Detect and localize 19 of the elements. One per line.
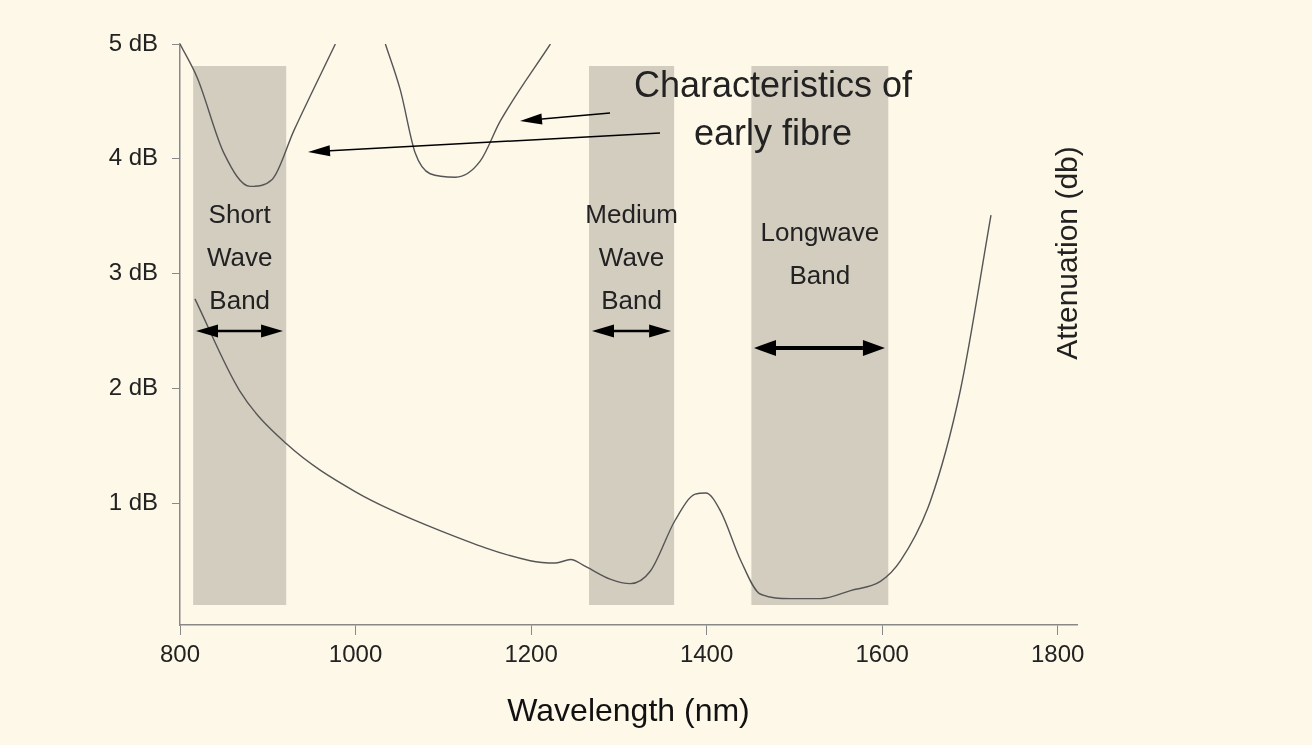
band-label: Medium Wave Band	[585, 199, 678, 316]
x-tick-label: 1800	[1031, 640, 1085, 668]
y-tick-label: 3 dB	[108, 258, 158, 286]
x-tick-label: 800	[159, 640, 201, 668]
y-tick-label: 1 dB	[108, 487, 158, 515]
line-series	[180, 44, 337, 188]
band-label: Short Wave Band	[206, 199, 273, 316]
x-tick-label: 1000	[328, 640, 383, 668]
annotation: Characteristics of early fibre	[633, 63, 914, 153]
x-tick-label: 1600	[855, 640, 909, 668]
y-axis-title: Attenuation (db)	[1050, 146, 1084, 360]
x-tick-label: 1400	[679, 640, 734, 668]
y-tick-label: 4 dB	[108, 143, 158, 171]
band-label: Longwave Band	[760, 217, 880, 291]
y-tick-label: 5 dB	[108, 28, 158, 56]
y-tick-label: 2 dB	[108, 373, 158, 401]
line-series	[384, 44, 552, 178]
x-tick-label: 1200	[504, 640, 558, 668]
x-axis-title: Wavelength (nm)	[507, 691, 750, 728]
